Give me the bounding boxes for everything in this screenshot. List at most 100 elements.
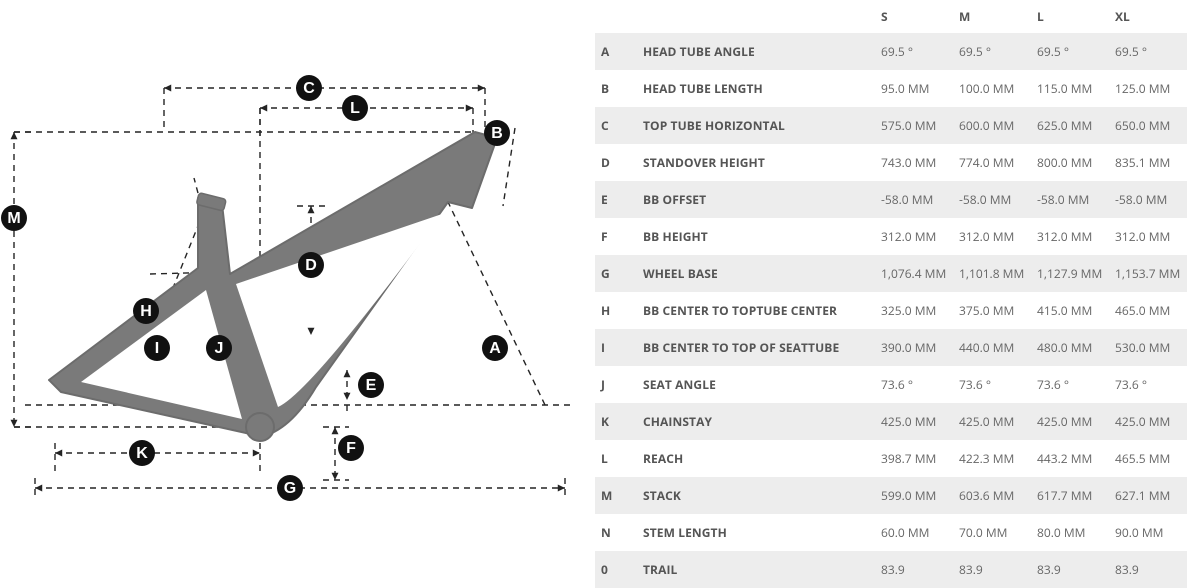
svg-text:J: J: [215, 340, 224, 357]
row-value: 60.0 MM: [875, 514, 953, 551]
dim-label-f: F: [338, 435, 364, 461]
dim-label-m: M: [1, 205, 27, 231]
row-value: 603.6 MM: [953, 477, 1031, 514]
row-name: SEAT ANGLE: [637, 366, 875, 403]
svg-text:B: B: [491, 125, 503, 142]
row-value: 69.5 °: [1109, 33, 1187, 70]
col-size-m: M: [953, 0, 1031, 33]
row-name: CHAINSTAY: [637, 403, 875, 440]
row-letter: K: [595, 403, 637, 440]
col-size-l: L: [1031, 0, 1109, 33]
row-value: 90.0 MM: [1109, 514, 1187, 551]
dim-label-g: G: [277, 475, 303, 501]
row-value: 73.6 °: [1031, 366, 1109, 403]
row-value: 465.0 MM: [1109, 292, 1187, 329]
row-letter: J: [595, 366, 637, 403]
dim-label-j: J: [206, 335, 232, 361]
row-value: 743.0 MM: [875, 144, 953, 181]
row-name: STANDOVER HEIGHT: [637, 144, 875, 181]
row-value: 617.7 MM: [1031, 477, 1109, 514]
row-value: 375.0 MM: [953, 292, 1031, 329]
row-value: 1,153.7 MM: [1109, 255, 1187, 292]
dim-label-a: A: [482, 335, 508, 361]
row-value: 835.1 MM: [1109, 144, 1187, 181]
table-row: NSTEM LENGTH60.0 MM70.0 MM80.0 MM90.0 MM: [595, 514, 1187, 551]
row-name: BB CENTER TO TOPTUBE CENTER: [637, 292, 875, 329]
row-value: 465.5 MM: [1109, 440, 1187, 477]
row-value: 312.0 MM: [1031, 218, 1109, 255]
table-row: EBB OFFSET-58.0 MM-58.0 MM-58.0 MM-58.0 …: [595, 181, 1187, 218]
dim-label-k: K: [129, 440, 155, 466]
svg-text:G: G: [284, 480, 296, 497]
row-value: 390.0 MM: [875, 329, 953, 366]
col-size-s: S: [875, 0, 953, 33]
row-name: HEAD TUBE LENGTH: [637, 70, 875, 107]
table-row: AHEAD TUBE ANGLE69.5 °69.5 °69.5 °69.5 °: [595, 33, 1187, 70]
row-value: 80.0 MM: [1031, 514, 1109, 551]
dim-label-i: I: [144, 335, 170, 361]
frame-diagram: MCLBDHIJAEKFG: [0, 0, 595, 538]
row-value: 73.6 °: [953, 366, 1031, 403]
svg-text:L: L: [350, 100, 360, 117]
row-value: 125.0 MM: [1109, 70, 1187, 107]
row-value: 600.0 MM: [953, 107, 1031, 144]
row-value: 425.0 MM: [1109, 403, 1187, 440]
row-value: 480.0 MM: [1031, 329, 1109, 366]
geometry-table-panel: S M L XL AHEAD TUBE ANGLE69.5 °69.5 °69.…: [595, 0, 1187, 538]
row-value: 425.0 MM: [953, 403, 1031, 440]
row-value: 83.9: [1109, 551, 1187, 588]
row-name: REACH: [637, 440, 875, 477]
col-letter: [595, 0, 637, 33]
row-value: 69.5 °: [875, 33, 953, 70]
row-letter: D: [595, 144, 637, 181]
row-value: 415.0 MM: [1031, 292, 1109, 329]
row-value: 83.9: [1031, 551, 1109, 588]
row-value: 443.2 MM: [1031, 440, 1109, 477]
row-value: 1,076.4 MM: [875, 255, 953, 292]
row-letter: F: [595, 218, 637, 255]
row-value: 425.0 MM: [875, 403, 953, 440]
row-name: HEAD TUBE ANGLE: [637, 33, 875, 70]
row-value: 325.0 MM: [875, 292, 953, 329]
row-value: 95.0 MM: [875, 70, 953, 107]
row-value: -58.0 MM: [953, 181, 1031, 218]
row-letter: C: [595, 107, 637, 144]
row-letter: N: [595, 514, 637, 551]
geometry-table-body: AHEAD TUBE ANGLE69.5 °69.5 °69.5 °69.5 °…: [595, 33, 1187, 588]
svg-text:H: H: [140, 303, 152, 320]
row-value: 650.0 MM: [1109, 107, 1187, 144]
row-value: 73.6 °: [1109, 366, 1187, 403]
row-name: TOP TUBE HORIZONTAL: [637, 107, 875, 144]
row-name: WHEEL BASE: [637, 255, 875, 292]
svg-text:C: C: [303, 80, 315, 97]
row-value: 115.0 MM: [1031, 70, 1109, 107]
row-value: 312.0 MM: [953, 218, 1031, 255]
row-value: 70.0 MM: [953, 514, 1031, 551]
table-row: KCHAINSTAY425.0 MM425.0 MM425.0 MM425.0 …: [595, 403, 1187, 440]
table-row: LREACH398.7 MM422.3 MM443.2 MM465.5 MM: [595, 440, 1187, 477]
table-row: 0TRAIL83.983.983.983.9: [595, 551, 1187, 588]
row-value: 83.9: [953, 551, 1031, 588]
row-letter: L: [595, 440, 637, 477]
row-value: 69.5 °: [953, 33, 1031, 70]
row-value: -58.0 MM: [1031, 181, 1109, 218]
row-value: 83.9: [875, 551, 953, 588]
table-row: GWHEEL BASE1,076.4 MM1,101.8 MM1,127.9 M…: [595, 255, 1187, 292]
row-value: 100.0 MM: [953, 70, 1031, 107]
row-letter: E: [595, 181, 637, 218]
table-row: HBB CENTER TO TOPTUBE CENTER325.0 MM375.…: [595, 292, 1187, 329]
row-name: STEM LENGTH: [637, 514, 875, 551]
svg-text:A: A: [489, 340, 501, 357]
svg-text:K: K: [136, 445, 148, 462]
row-value: 627.1 MM: [1109, 477, 1187, 514]
row-name: STACK: [637, 477, 875, 514]
svg-text:F: F: [346, 440, 356, 457]
svg-text:I: I: [155, 340, 159, 357]
col-name: [637, 0, 875, 33]
dim-label-d: D: [298, 252, 324, 278]
row-value: 599.0 MM: [875, 477, 953, 514]
row-value: 312.0 MM: [1109, 218, 1187, 255]
row-letter: G: [595, 255, 637, 292]
table-row: DSTANDOVER HEIGHT743.0 MM774.0 MM800.0 M…: [595, 144, 1187, 181]
dim-label-h: H: [133, 298, 159, 324]
